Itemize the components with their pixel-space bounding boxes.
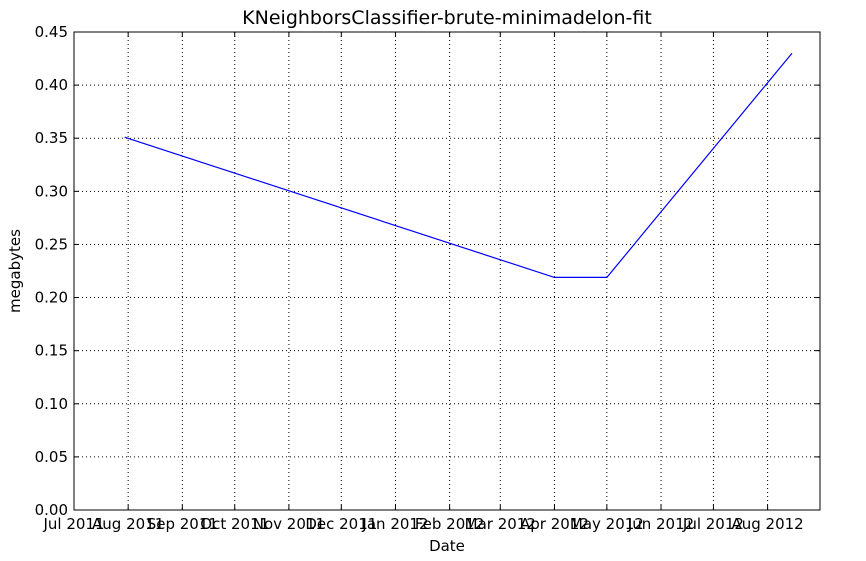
x-tick-label: Feb 2012 [415, 515, 485, 533]
grid-layer [74, 32, 820, 510]
series-line-0 [124, 52, 793, 278]
y-tick-label: 0.35 [35, 129, 68, 147]
x-axis-label: Date [429, 537, 465, 555]
x-tick-label: Mar 2012 [465, 515, 536, 533]
x-tick-label: Dec 2011 [305, 515, 377, 533]
x-tick-label: Oct 2011 [200, 515, 269, 533]
y-tick-label: 0.00 [35, 501, 68, 519]
plot-frame [73, 31, 821, 511]
x-tick-label: Jan 2012 [361, 515, 428, 533]
y-tick-label: 0.15 [35, 342, 68, 360]
y-tick-label: 0.30 [35, 182, 68, 200]
x-tick-label: Jul 2011 [42, 515, 104, 533]
y-tick-label: 0.40 [35, 76, 68, 94]
x-tick-label: Nov 2011 [253, 515, 325, 533]
x-tick-label: Jul 2012 [682, 515, 744, 533]
y-tick-label: 0.20 [35, 289, 68, 307]
chart-title: KNeighborsClassifier-brute-minimadelon-f… [242, 7, 652, 29]
x-tick-label: Jun 2012 [627, 515, 694, 533]
y-tick-label: 0.45 [35, 23, 68, 41]
x-tick-label: Aug 2011 [92, 515, 164, 533]
x-tick-label: Sep 2011 [147, 515, 218, 533]
x-tick-label: Apr 2012 [520, 515, 589, 533]
y-tick-label: 0.10 [35, 395, 68, 413]
x-tick-label: Aug 2012 [731, 515, 803, 533]
x-tick-label: May 2012 [570, 515, 644, 533]
series-layer [124, 52, 793, 278]
y-tick-label: 0.25 [35, 235, 68, 253]
y-tick-label: 0.05 [35, 448, 68, 466]
y-axis-label: megabytes [6, 229, 24, 313]
